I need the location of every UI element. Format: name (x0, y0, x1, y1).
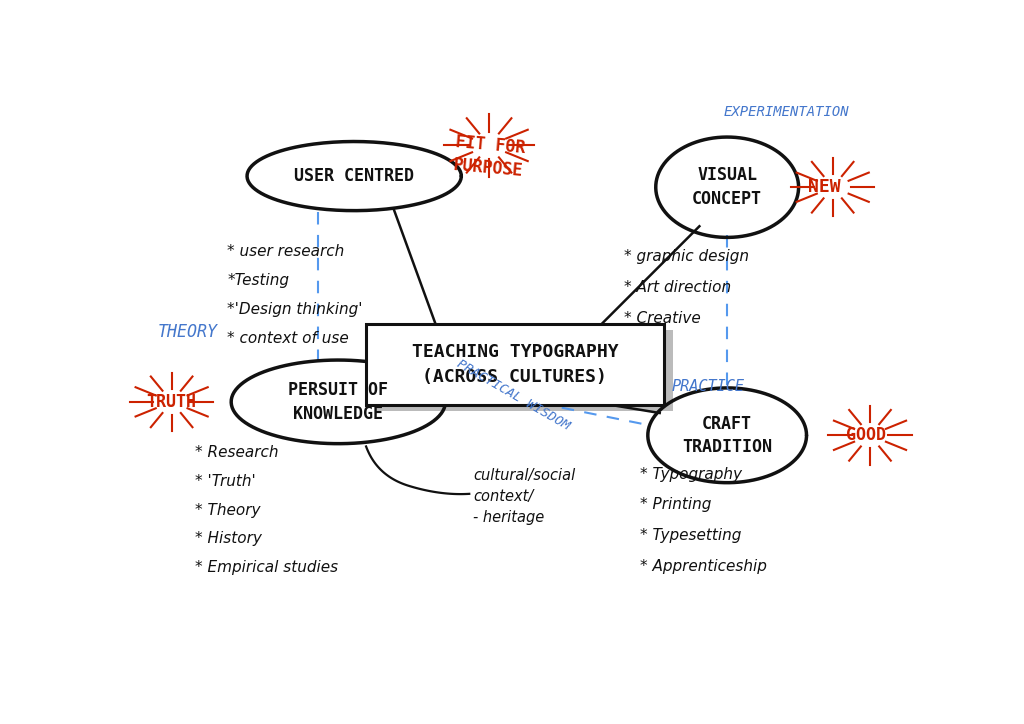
Text: * 'Truth': * 'Truth' (196, 473, 256, 489)
Text: THEORY: THEORY (158, 323, 217, 341)
Text: * graphic design: * graphic design (624, 249, 749, 264)
Text: VISUAL
CONCEPT: VISUAL CONCEPT (692, 167, 762, 208)
Text: * History: * History (196, 531, 262, 547)
Text: * context of use: * context of use (227, 331, 349, 346)
Text: *Testing: *Testing (227, 273, 289, 288)
Text: FIT FOR
PURPOSE: FIT FOR PURPOSE (453, 133, 525, 180)
Text: * Typesetting: * Typesetting (640, 528, 741, 543)
Text: * Theory: * Theory (196, 502, 261, 518)
Text: USER CENTRED: USER CENTRED (294, 167, 414, 185)
Text: PRACTICE: PRACTICE (672, 379, 744, 395)
Text: PRACTICAL WISDOM: PRACTICAL WISDOM (455, 357, 571, 432)
Text: CRAFT
TRADITION: CRAFT TRADITION (682, 415, 772, 456)
Text: TRUTH: TRUTH (146, 393, 197, 411)
Text: * Typography: * Typography (640, 467, 741, 482)
Text: NEW: NEW (809, 178, 841, 196)
FancyBboxPatch shape (367, 324, 664, 405)
Text: * Apprenticeship: * Apprenticeship (640, 559, 767, 574)
Text: * Creative: * Creative (624, 311, 700, 326)
Text: * user research: * user research (227, 244, 344, 259)
Text: * Art direction: * Art direction (624, 280, 731, 295)
Text: GOOD: GOOD (846, 426, 886, 445)
Text: * Research: * Research (196, 445, 279, 460)
Text: EXPERIMENTATION: EXPERIMENTATION (724, 105, 850, 119)
Text: PERSUIT OF
KNOWLEDGE: PERSUIT OF KNOWLEDGE (289, 381, 388, 423)
Text: TEACHING TYPOGRAPHY
(ACROSS CULTURES): TEACHING TYPOGRAPHY (ACROSS CULTURES) (412, 342, 618, 386)
FancyBboxPatch shape (376, 330, 673, 411)
Text: * Empirical studies: * Empirical studies (196, 560, 339, 576)
Text: cultural/social
context/
- heritage: cultural/social context/ - heritage (473, 468, 575, 525)
Text: * Printing: * Printing (640, 497, 712, 513)
Text: *'Design thinking': *'Design thinking' (227, 302, 362, 317)
